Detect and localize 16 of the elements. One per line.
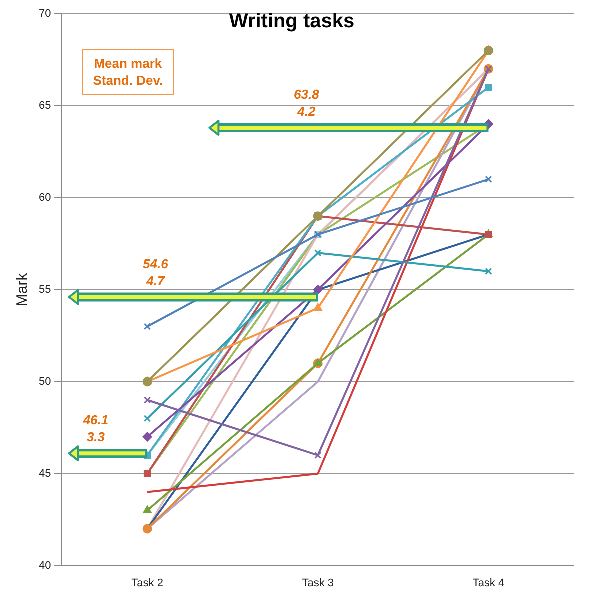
x-tick-label: Task 3	[302, 577, 334, 590]
chart-title: Writing tasks	[229, 10, 355, 33]
annotation: Mean mark Stand. Dev.	[82, 49, 174, 95]
ref-line-label: 46.1 3.3	[82, 412, 109, 445]
y-axis-title: Mark	[14, 272, 32, 307]
x-tick-label: Task 4	[472, 577, 505, 590]
ref-line-label: 54.6 4.7	[143, 256, 170, 288]
y-tick-label: 65	[38, 100, 52, 112]
y-tick-label: 45	[38, 468, 52, 480]
y-tick-label: 70	[38, 8, 52, 20]
x-tick-label: Task 2	[132, 577, 164, 590]
y-tick-label: 50	[38, 376, 52, 388]
y-tick-label: 55	[38, 284, 52, 296]
y-tick-label: 60	[38, 192, 52, 204]
ref-line-label: 63.8 4.2	[294, 87, 320, 120]
y-tick-label: 40	[38, 560, 52, 572]
